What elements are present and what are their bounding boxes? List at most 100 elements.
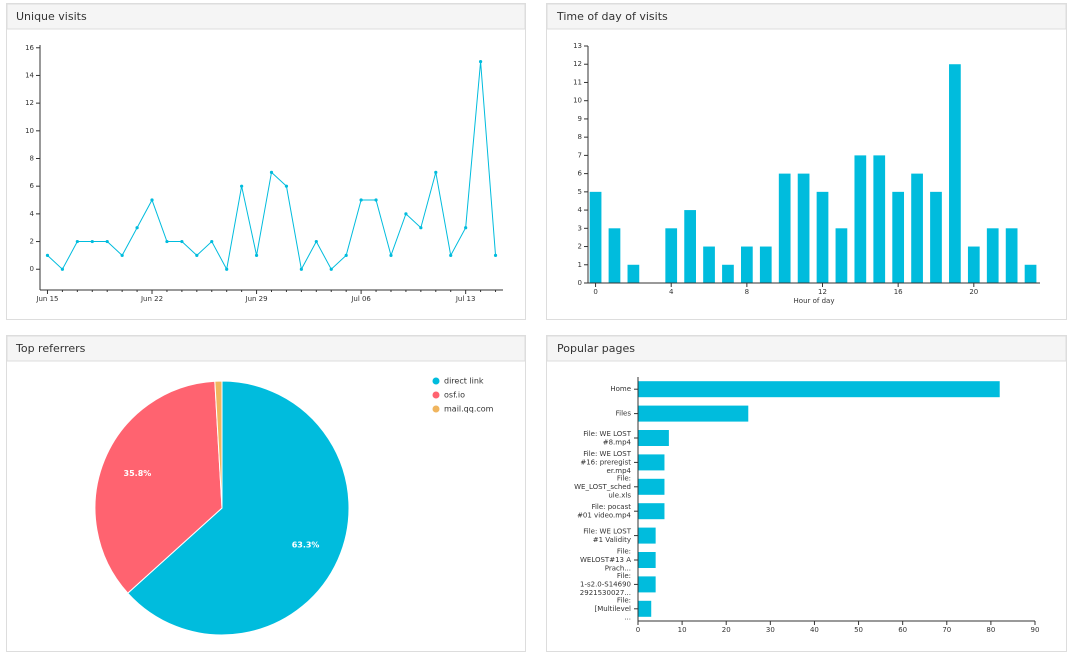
point [404,212,408,216]
y-tick-label: ule.xls [608,491,631,499]
bar [722,264,734,283]
x-tick-label: Jul 06 [350,295,371,303]
y-tick-label: ... [624,613,631,621]
point [254,253,259,257]
point [434,170,438,174]
bar [930,191,942,283]
y-tick-label: 11 [573,78,582,86]
x-tick-label: 70 [942,626,951,634]
y-tick-label: 10 [25,127,34,135]
bar [986,228,999,283]
panel: Unique visits [6,3,526,320]
y-tick-label: File: WE LOST [583,450,631,458]
legend-marker [432,405,440,413]
y-tick-label: 2 [578,243,582,251]
y-tick-label: File: [617,548,631,556]
y-tick-label: 5 [578,188,582,196]
y-tick-label: 6 [578,170,583,178]
y-tick-label: 14 [25,71,34,79]
x-tick-label: 80 [986,626,995,634]
y-tick-label: 7 [578,151,582,159]
point [225,267,229,271]
pie-slice [214,380,223,509]
x-tick-label: 10 [678,626,687,634]
bar [797,173,810,283]
bar [638,381,1000,398]
bar [759,246,772,283]
y-tick-label: 6 [30,182,35,190]
x-tick-label: 12 [818,288,827,296]
point [240,184,244,188]
bar [638,405,749,422]
point [180,239,184,244]
y-tick-label: WELOST#13 A [580,556,631,564]
bar [684,210,696,283]
x-tick-label: 20 [722,626,731,634]
y-tick-label: 2921530027... [580,589,631,597]
bar [892,191,905,283]
x-tick-label: 60 [898,626,907,634]
point [389,253,393,257]
point [284,184,289,188]
point [105,239,109,244]
y-tick-label: 0 [30,265,34,273]
y-tick-label: 8 [30,155,34,163]
bar [873,155,886,283]
bar [949,64,961,283]
y-tick-label: File: [617,474,631,482]
bar [854,155,867,283]
panel-title: Unique visits [16,10,87,23]
bar [638,552,656,568]
point [75,239,79,244]
bar [627,264,640,283]
point [195,253,199,257]
y-tick-label: 0 [578,279,582,287]
y-tick-label: 3 [578,224,582,232]
y-tick-label: 4 [578,206,583,214]
legend-marker [432,377,440,385]
panel-header [546,3,1067,30]
point [210,239,214,244]
legend-label: direct link [444,377,484,386]
panel-header [546,335,1067,362]
point [449,253,453,257]
bar [638,600,652,617]
point [374,198,378,202]
x-tick-label: 16 [894,288,903,296]
bar [589,191,602,283]
point [344,253,348,257]
slice-label: 35.8% [124,469,152,478]
x-tick-label: Jun 22 [140,295,163,303]
panel-frame [6,3,526,320]
y-tick-label: File: [617,572,631,580]
y-tick-label: File: WE LOST [583,430,631,438]
legend-label: mail.qq.com [444,405,494,414]
point [135,226,139,230]
y-tick-label: 10 [573,97,582,105]
y-tick-label: #16: preregist [580,458,631,466]
x-tick-label: 0 [636,626,640,634]
bar [638,503,665,520]
y-tick-label: 12 [25,99,34,107]
y-tick-label: 8 [578,133,582,141]
y-tick-label: 12 [573,60,582,68]
bar [638,430,669,446]
x-tick-label: 20 [969,288,978,296]
bar [835,228,848,283]
y-tick-label: 13 [573,42,582,50]
y-tick-label: File: WE LOST [583,527,631,535]
legend-marker [432,391,440,399]
point [150,198,154,202]
bar [911,173,923,283]
point [120,253,124,257]
panel-title: Time of day of visits [556,10,668,23]
x-tick-label: Jun 15 [35,295,58,303]
x-tick-label: 4 [669,288,674,296]
y-tick-label: 16 [25,44,34,52]
panel-header [6,3,526,30]
y-tick-label: 1-s2.0-S14690 [580,580,631,588]
bar [816,191,829,283]
point [329,267,333,271]
pie-slice [127,380,350,636]
point [359,198,363,202]
